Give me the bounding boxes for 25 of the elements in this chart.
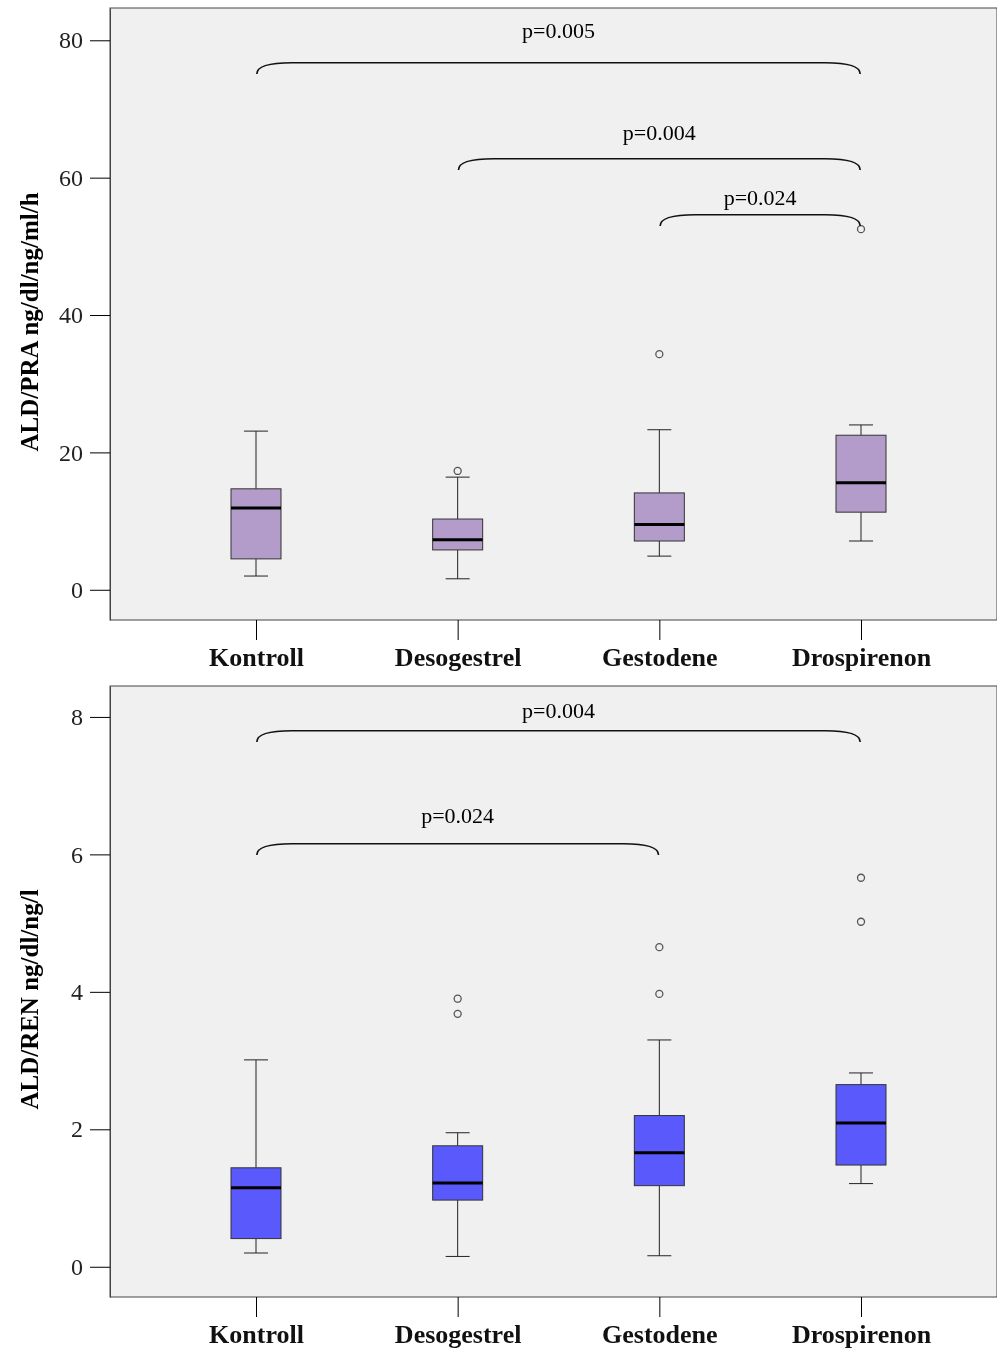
x-tick-label: Drospirenon (791, 643, 932, 673)
x-tick-label: Drospirenon (791, 1320, 932, 1350)
annotation: p=0.024 (723, 185, 797, 210)
x-tick-label: Kontroll (209, 1320, 304, 1350)
y-tick-label: 8 (71, 704, 83, 731)
y-tick-label: 20 (59, 439, 83, 466)
annotation: p=0.024 (421, 803, 495, 828)
x-tick-label: Kontroll (209, 643, 304, 673)
y-tick-label: 4 (71, 979, 83, 1006)
x-tick-label: Gestodene (602, 643, 718, 673)
y-tick-label: 80 (59, 27, 83, 54)
y-tick-label: 40 (59, 302, 83, 329)
annotation: p=0.004 (622, 120, 696, 145)
y-tick-label: 6 (71, 841, 83, 868)
y-axis-title: ALD/PRA ng/dl/ng/ml/h (16, 192, 43, 452)
y-tick-label: 2 (71, 1116, 83, 1143)
x-tick-label: Desogestrel (394, 1320, 522, 1350)
annotation: p=0.005 (522, 18, 595, 43)
y-tick-label: 60 (59, 164, 83, 191)
x-tick-label: Gestodene (602, 1320, 718, 1350)
y-tick-label: 0 (71, 1253, 83, 1280)
y-tick-label: 0 (71, 576, 83, 603)
x-tick-label: Desogestrel (394, 643, 522, 673)
annotation: p=0.004 (522, 698, 595, 723)
y-axis-title: ALD/REN ng/dl/ng/l (16, 889, 43, 1110)
